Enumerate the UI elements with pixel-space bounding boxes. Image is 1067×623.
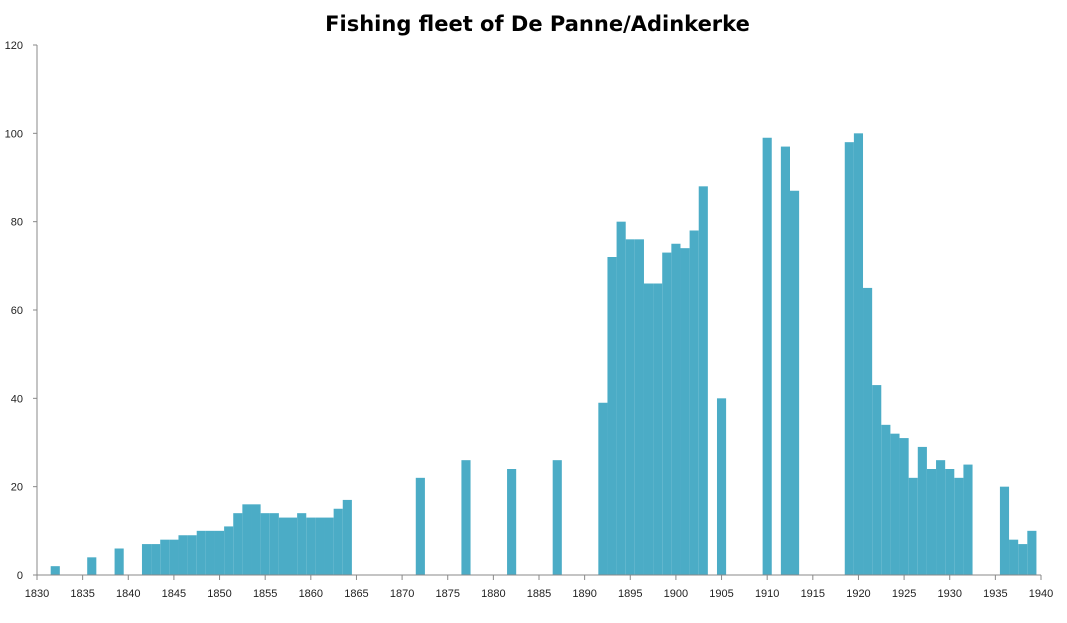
bar-1928: [926, 469, 937, 575]
bar-1910: [762, 137, 772, 575]
x-tick-label: 1865: [344, 588, 368, 600]
bar-1859: [297, 513, 307, 575]
bar-1899: [662, 252, 672, 575]
bar-1930: [945, 469, 955, 575]
x-tick-label: 1845: [162, 588, 186, 600]
bar-1932: [963, 464, 973, 575]
bar-1919: [844, 142, 854, 576]
bar-1851: [224, 526, 234, 575]
x-tick-label: 1830: [25, 588, 49, 600]
bar-1853: [242, 504, 252, 575]
bar-1856: [269, 513, 279, 575]
bar-1897: [643, 283, 654, 575]
bar-1921: [863, 287, 873, 575]
bar-1898: [653, 283, 663, 575]
x-tick-label: 1895: [618, 588, 642, 600]
bar-1938: [1018, 544, 1028, 575]
bar-1872: [415, 477, 425, 575]
bar-1864: [342, 499, 352, 575]
bar-1937: [1009, 539, 1019, 575]
chart-title: Fishing fleet of De Panne/Adinkerke: [325, 12, 750, 36]
x-tick-label: 1920: [846, 588, 870, 600]
bar-1900: [671, 243, 681, 575]
x-tick-label: 1905: [709, 588, 733, 600]
x-tick-label: 1925: [892, 588, 916, 600]
bar-1927: [917, 446, 927, 575]
bar-1849: [205, 530, 215, 575]
bar-1836: [87, 557, 97, 575]
x-tick-label: 1855: [253, 588, 277, 600]
y-tick-label: 60: [11, 305, 23, 317]
bar-series: [50, 133, 1037, 576]
bar-1920: [853, 133, 864, 575]
bar-1924: [890, 433, 900, 575]
x-tick-label: 1875: [435, 588, 459, 600]
bar-1896: [634, 239, 644, 575]
bar-1925: [899, 438, 909, 575]
bar-1936: [999, 486, 1010, 575]
x-tick-label: 1870: [390, 588, 414, 600]
bar-1844: [160, 539, 170, 575]
bar-1846: [178, 535, 188, 575]
bar-1903: [698, 186, 708, 575]
bar-1939: [1027, 530, 1037, 575]
bar-1893: [607, 257, 617, 575]
bar-1858: [288, 517, 298, 575]
bar-1902: [689, 230, 699, 575]
bar-1842: [141, 544, 152, 575]
x-tick-label: 1850: [207, 588, 231, 600]
bar-1887: [552, 460, 562, 575]
bar-1901: [680, 248, 690, 576]
x-tick-label: 1860: [299, 588, 323, 600]
bar-1913: [790, 190, 800, 575]
y-tick-label: 20: [11, 482, 23, 494]
x-tick-label: 1835: [70, 588, 94, 600]
bar-1926: [908, 477, 918, 575]
x-tick-label: 1900: [664, 588, 688, 600]
bar-1931: [954, 477, 964, 575]
bar-1860: [306, 517, 316, 575]
x-tick-label: 1890: [572, 588, 596, 600]
bar-1863: [333, 508, 343, 575]
y-tick-label: 80: [11, 217, 23, 229]
bar-1861: [315, 517, 325, 575]
x-tick-label: 1840: [116, 588, 140, 600]
bar-1845: [169, 539, 179, 575]
bar-1877: [461, 460, 471, 575]
tick-labels: 0 20 40 60 80 100 120 1830 1835 1840 1845 1850 1855 1…: [5, 40, 1054, 600]
bar-1929: [936, 460, 946, 575]
axes: [33, 44, 1042, 580]
y-tick-label: 120: [5, 40, 23, 52]
bar-1852: [233, 513, 243, 575]
x-tick-label: 1915: [801, 588, 825, 600]
y-tick-label: 40: [11, 393, 23, 405]
x-tick-label: 1910: [755, 588, 779, 600]
x-tick-label: 1940: [1029, 588, 1053, 600]
bar-1843: [151, 544, 161, 575]
x-tick-label: 1885: [527, 588, 551, 600]
x-tick-label: 1935: [983, 588, 1007, 600]
bar-1882: [507, 469, 517, 575]
bar-1912: [780, 146, 790, 575]
bar-1847: [187, 535, 197, 575]
bar-1895: [625, 239, 635, 575]
bar-1850: [214, 530, 225, 575]
bar-1854: [251, 504, 261, 575]
x-tick-label: 1930: [937, 588, 961, 600]
y-tick-label: 100: [5, 128, 23, 140]
bar-1892: [598, 402, 608, 575]
bar-1848: [196, 530, 206, 575]
bar-1839: [114, 548, 124, 575]
bar-1894: [616, 221, 626, 576]
bar-1923: [881, 424, 891, 575]
bar-1832: [50, 566, 60, 575]
bar-1905: [716, 398, 727, 575]
bar-1855: [260, 513, 270, 575]
bar-1922: [872, 385, 882, 575]
x-tick-label: 1880: [481, 588, 505, 600]
y-tick-label: 0: [17, 570, 23, 582]
bar-1862: [324, 517, 334, 575]
bar-1857: [278, 517, 288, 575]
